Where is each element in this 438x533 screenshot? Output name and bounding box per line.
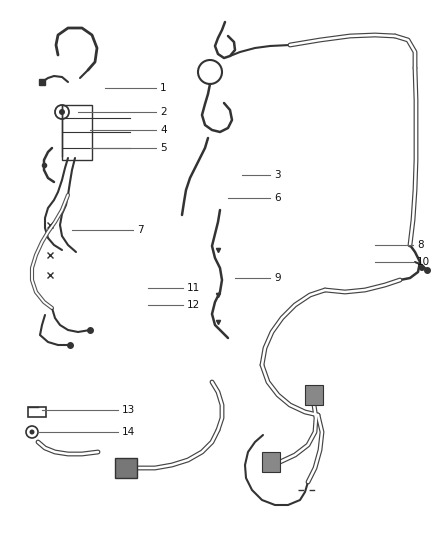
Bar — [115, 458, 137, 478]
Circle shape — [29, 430, 35, 434]
Text: 12: 12 — [187, 300, 200, 310]
Bar — [305, 385, 323, 405]
Text: 10: 10 — [417, 257, 430, 267]
Text: 3: 3 — [274, 170, 281, 180]
Text: 4: 4 — [160, 125, 166, 135]
Text: 7: 7 — [137, 225, 144, 235]
Bar — [28, 407, 46, 417]
Text: 11: 11 — [187, 283, 200, 293]
Text: 8: 8 — [417, 240, 424, 250]
Text: 2: 2 — [160, 107, 166, 117]
Bar — [262, 452, 280, 472]
Text: 5: 5 — [160, 143, 166, 153]
Text: 13: 13 — [122, 405, 135, 415]
Text: 1: 1 — [160, 83, 166, 93]
Circle shape — [419, 265, 425, 271]
Circle shape — [59, 109, 65, 115]
Text: 6: 6 — [274, 193, 281, 203]
Text: 9: 9 — [274, 273, 281, 283]
Text: 14: 14 — [122, 427, 135, 437]
Bar — [62, 105, 92, 160]
